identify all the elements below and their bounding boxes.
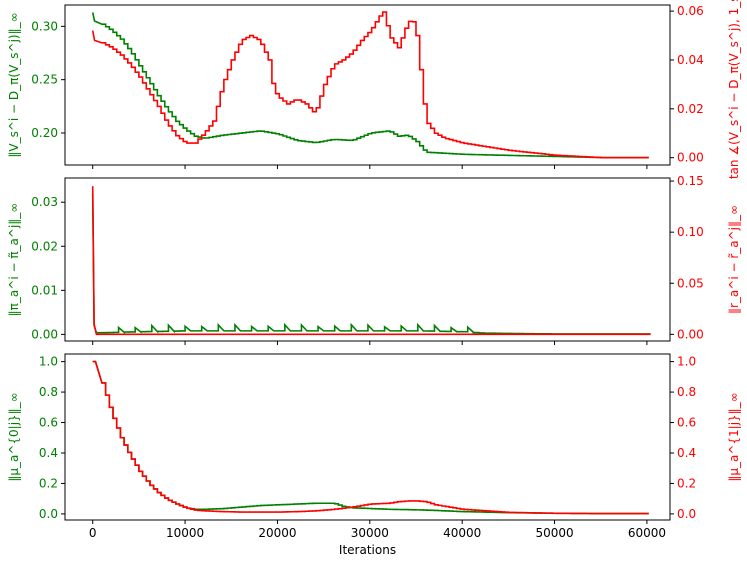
left-tick-label: 0.2 <box>39 476 58 490</box>
plot-frame <box>64 4 671 166</box>
series-left-line <box>91 12 649 159</box>
right-tick-label: 0.0 <box>677 507 696 521</box>
left-tick-label: 0.8 <box>39 385 58 399</box>
right-tick-label: 0.04 <box>677 53 704 67</box>
left-tick-label: 1.0 <box>39 355 58 369</box>
right-axis-label: tan ∡(V_s^i − D_π(V_s^j), 1_s) <box>727 0 741 179</box>
left-tick-label: 0.4 <box>39 446 58 460</box>
left-tick-label: 0.25 <box>31 73 58 87</box>
left-axis-label: ‖π_a^i − π̃_a^j‖_∞ <box>7 203 21 317</box>
series-right-line <box>91 186 651 336</box>
right-tick-label: 0.15 <box>677 174 704 188</box>
left-tick-label: 0.02 <box>31 239 58 253</box>
right-tick-label: 1.0 <box>677 355 696 369</box>
x-axis-label: Iterations <box>339 543 396 557</box>
left-tick-label: 0.00 <box>31 327 58 341</box>
left-tick-label: 0.30 <box>31 19 58 33</box>
x-tick-label: 50000 <box>535 526 573 540</box>
right-tick-label: 0.05 <box>677 276 704 290</box>
series-right-line <box>91 11 649 159</box>
right-tick-label: 0.00 <box>677 327 704 341</box>
right-tick-label: 0.6 <box>677 416 696 430</box>
panel-3: 0 10000 20000 30000 40000 50000 60000 0.0 0.2 0.4… <box>7 353 741 557</box>
plot-frame <box>64 353 671 521</box>
left-axis-label: ‖μ_a^{0|j}‖_∞ <box>7 392 21 481</box>
right-axis-label: ‖μ_a^{1|j}‖_∞ <box>727 392 741 481</box>
left-tick-label: 0.6 <box>39 416 58 430</box>
right-tick-label: 0.06 <box>677 4 704 18</box>
panels: 0.200.250.300.000.020.040.06‖V_s^i − D_π… <box>7 0 741 557</box>
plot-frame <box>64 177 671 342</box>
x-tick-label: 20000 <box>258 526 296 540</box>
right-tick-label: 0.8 <box>677 385 696 399</box>
panel-2: 0.00 0.01 0.02 0.03 0.00 0.05 0.10 0.15 ‖π_a^i −… <box>7 174 741 345</box>
series-right-line <box>92 360 649 515</box>
right-tick-label: 0.00 <box>677 151 704 165</box>
x-tick-label: 10000 <box>166 526 204 540</box>
x-tick-label: 40000 <box>443 526 481 540</box>
panel-1: 0.20 0.25 0.30 0.00 0.02 0.04 0.06 ‖V_s^i − D_π… <box>7 0 741 179</box>
x-tick-label: 60000 <box>628 526 666 540</box>
left-tick-label: 0.01 <box>31 283 58 297</box>
right-tick-label: 0.2 <box>677 476 696 490</box>
left-tick-label: 0.03 <box>31 195 58 209</box>
x-tick-label: 30000 <box>351 526 389 540</box>
left-axis-label: ‖V_s^i − D_π(V_s^j)‖_∞ <box>7 12 21 157</box>
left-tick-label: 0.20 <box>31 126 58 140</box>
x-tick-label: 0 <box>89 526 97 540</box>
right-tick-label: 0.02 <box>677 102 704 116</box>
left-tick-label: 0.0 <box>39 507 58 521</box>
right-tick-label: 0.4 <box>677 446 696 460</box>
right-tick-label: 0.10 <box>677 225 704 239</box>
right-axis-label: ‖r_a^i − r̃_a^j‖_∞ <box>727 205 741 314</box>
